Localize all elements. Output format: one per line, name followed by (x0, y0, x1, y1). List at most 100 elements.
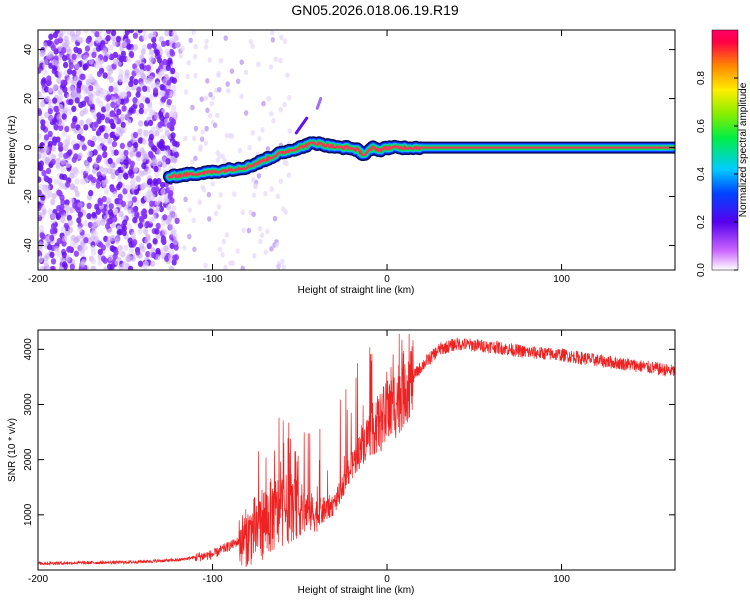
spectrogram-noise-cell (170, 67, 176, 75)
spectrogram-noise-cell (269, 111, 274, 117)
spectrogram-noise-cell (50, 158, 56, 166)
spectrogram-noise-cell (71, 69, 77, 77)
spectrogram-noise-cell (137, 228, 143, 235)
spectrogram-noise-cell (111, 96, 117, 103)
spectrogram-noise-cell (76, 133, 83, 140)
spectrogram-noise-cell (261, 100, 266, 107)
spectrogram-noise-cell (90, 245, 96, 252)
spectrogram-noise-cell (145, 97, 151, 104)
spectrogram-noise-cell (162, 58, 168, 66)
spectrogram-noise-cell (142, 85, 148, 92)
spectrogram-noise-cell (114, 130, 120, 137)
spectrogram-noise-cell (206, 191, 212, 198)
spectrogram-noise-cell (226, 88, 231, 94)
spectrogram-noise-cell (41, 77, 47, 84)
spectrogram-noise-cell (154, 130, 160, 137)
spectrogram-noise-cell (188, 37, 193, 44)
spectrogram-noise-cell (117, 228, 123, 236)
spectrogram-noise-cell (145, 64, 151, 72)
spectrogram-noise-cell (158, 48, 164, 56)
spectrogram-noise-cell (272, 215, 278, 222)
spectrogram-noise-cell (152, 157, 158, 164)
spectrogram-noise-cell (38, 225, 45, 232)
spectrogram-noise-cell (157, 121, 163, 128)
spectrogram-noise-cell (281, 264, 286, 270)
spectrogram-noise-cell (38, 189, 42, 196)
spectrogram-noise-cell (94, 31, 100, 38)
spectrogram-noise-cell (73, 250, 79, 257)
spectrogram-noise-cell (66, 246, 72, 253)
spectrogram-noise-cell (123, 76, 129, 84)
spectrogram-noise-cell (166, 98, 172, 106)
spectrogram-noise-cell (116, 108, 122, 116)
spectrogram-noise-cell (74, 62, 80, 70)
spectrogram-noise-cell (132, 131, 139, 139)
spectrogram-noise-cell (128, 80, 134, 88)
spectrogram-noise-cell (256, 173, 262, 179)
spectrogram-noise-cell (105, 30, 112, 34)
spectrogram-noise-cell (113, 58, 119, 65)
spectrogram-noise-cell (61, 240, 67, 247)
colorbar-tick-label: 0.0 (696, 263, 707, 277)
spectrogram-noise-cell (237, 147, 243, 154)
spectrogram-noise-cell (117, 181, 123, 188)
spectrogram-noise-cell (187, 233, 192, 240)
spectrogram-noise-cell (263, 190, 268, 197)
spectrogram-noise-cell (94, 203, 100, 210)
frequency-ridge (162, 97, 675, 184)
spectrogram-noise-cell (122, 260, 128, 267)
spectrogram-noise-cell (97, 259, 103, 266)
spectrogram-noise-cell (145, 220, 151, 228)
spectrogram-noise-cell (38, 256, 44, 263)
spectrogram-noise-cell (111, 161, 117, 169)
chart-title: GN05.2026.018.06.19.R19 (291, 2, 459, 18)
spectrogram-noise-cell (278, 106, 283, 113)
spectrogram-noise-cell (125, 85, 131, 93)
spectrogram-noise-cell (43, 260, 49, 267)
spectrogram-noise-cell (113, 82, 119, 89)
spectrogram-noise-cell (140, 72, 146, 80)
spectrogram-noise-cell (155, 205, 161, 212)
spectrogram-noise-cell (138, 107, 144, 115)
spectrogram-noise-cell (77, 226, 83, 233)
spectrogram-noise-cell (124, 113, 130, 120)
spectrogram-noise-cell (42, 69, 48, 76)
spectrogram-noise-cell (118, 75, 124, 83)
spectrogram-noise-cell (275, 193, 281, 200)
spectrogram-noise-cell (118, 155, 124, 163)
spectrogram-noise-cell (251, 177, 256, 183)
spectrogram-noise-cell (182, 245, 187, 251)
spectrogram-noise-cell (223, 35, 228, 41)
spectrogram-noise-cell (57, 54, 63, 61)
spectrogram-noise-cell (117, 193, 123, 201)
spectrogram-noise-cell (126, 43, 132, 50)
spectrogram-noise-cell (159, 114, 165, 121)
spectrogram-noise-cell (95, 182, 101, 189)
spectrogram-noise-cell (152, 145, 158, 152)
snr-series-line (38, 333, 675, 568)
spectrogram-noise-cell (140, 245, 146, 253)
spectrogram-noise-cell (62, 55, 68, 62)
spectrogram-noise-cell (60, 226, 66, 233)
spectrogram-noise-cell (96, 154, 102, 161)
spectrogram-noise-cell (81, 100, 87, 107)
spectrogram-noise-cell (83, 237, 89, 244)
spectrogram-noise-cell (122, 219, 128, 226)
spectrogram-noise-cell (56, 77, 62, 85)
spectrogram-noise-cell (171, 85, 177, 92)
spectrogram-noise-cell (79, 261, 85, 268)
spectrogram-noise-cell (148, 75, 154, 82)
spectrogram-noise-cell (155, 222, 161, 230)
spectrogram-noise-cell (119, 142, 125, 150)
spectrogram-noise-cell (258, 238, 263, 245)
spectrogram-noise-cell (106, 236, 113, 243)
spectrogram-noise-cell (98, 165, 104, 173)
spectrogram-noise-cell (137, 128, 143, 135)
spectrogram-noise-cell (170, 111, 177, 119)
spectrogram-noise-cell (173, 151, 179, 158)
spectrogram-noise-cell (212, 122, 218, 129)
spectrogram-noise-cell (159, 181, 166, 189)
spectrogram-noise-cell (80, 73, 86, 81)
spectrogram-noise-cell (55, 162, 61, 169)
spectrogram-noise-cell (43, 111, 50, 119)
